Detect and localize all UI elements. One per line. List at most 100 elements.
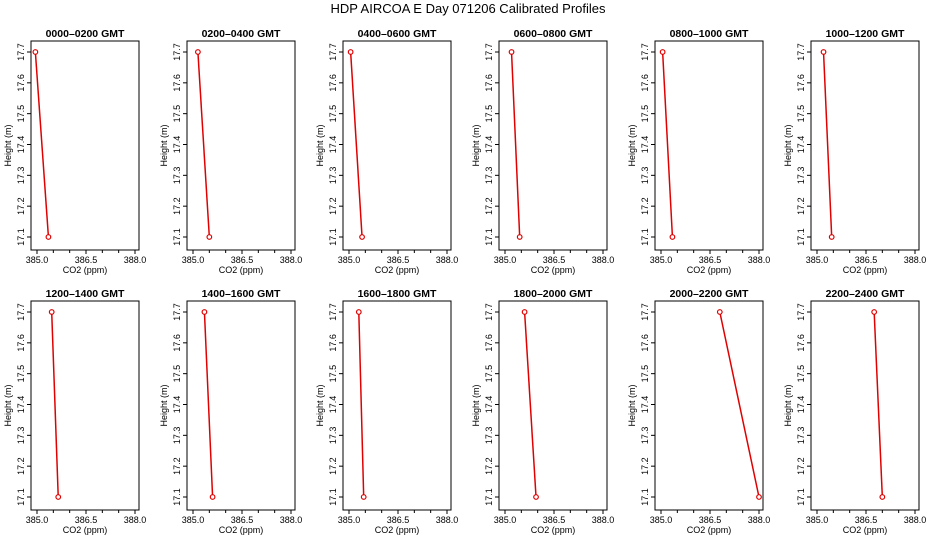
x-tick-label: 388.0 [592, 255, 615, 265]
profile-point [879, 494, 886, 500]
y-tick-label: 17.2 [796, 457, 806, 475]
plot-frame [498, 300, 608, 511]
x-tick-label: 388.0 [436, 515, 459, 525]
chart-panel: 0800–1000 GMT 17.1 17.2 17.3 17.4 17.5 17.6 17.… [627, 28, 770, 275]
profile-point [355, 309, 362, 315]
x-tick-label: 388.0 [904, 515, 927, 525]
profile-point [516, 234, 523, 240]
y-axis-label: Height (m) [627, 124, 637, 166]
y-tick-label: 17.5 [172, 105, 182, 123]
x-tick-label: 386.5 [387, 515, 410, 525]
x-axis-label: CO2 (ppm) [531, 265, 576, 275]
chart-panel: 1400–1600 GMT 17.1 17.2 17.3 17.4 17.5 17.6 17.… [159, 288, 302, 535]
y-tick-label: 17.7 [640, 43, 650, 61]
chart-panel: 1600–1800 GMT 17.1 17.2 17.3 17.4 17.5 17.6 17.… [315, 288, 458, 535]
x-tick-label: 385.0 [182, 515, 205, 525]
x-tick-label: 385.0 [26, 255, 49, 265]
x-axis-label: CO2 (ppm) [219, 265, 264, 275]
y-tick-label: 17.4 [796, 136, 806, 154]
y-tick-label: 17.6 [172, 74, 182, 92]
y-tick-label: 17.4 [640, 396, 650, 414]
y-tick-label: 17.7 [484, 303, 494, 321]
y-tick-label: 17.5 [640, 365, 650, 383]
x-tick-label: 388.0 [748, 255, 771, 265]
x-tick-label: 385.0 [806, 515, 829, 525]
profile-point [32, 49, 39, 55]
y-tick-label: 17.3 [484, 427, 494, 445]
plot-frame [30, 300, 140, 511]
y-tick-label: 17.4 [484, 136, 494, 154]
y-tick-label: 17.5 [484, 105, 494, 123]
y-tick-label: 17.3 [640, 167, 650, 185]
profile-line [349, 51, 363, 238]
x-tick-label: 388.0 [124, 255, 147, 265]
x-axis-label: CO2 (ppm) [375, 265, 420, 275]
panel-title: 1200–1400 GMT [46, 288, 125, 300]
x-tick-label: 386.5 [855, 255, 878, 265]
panel-title: 1400–1600 GMT [202, 288, 281, 300]
x-tick-label: 385.0 [650, 255, 673, 265]
y-tick-label: 17.5 [796, 365, 806, 383]
profile-line [719, 311, 760, 498]
x-axis-label: CO2 (ppm) [63, 525, 108, 535]
profile-point [521, 309, 528, 315]
profile-line [197, 51, 211, 238]
x-tick-label: 388.0 [124, 515, 147, 525]
chart-panel: 0600–0800 GMT 17.1 17.2 17.3 17.4 17.5 17.6 17.… [471, 28, 614, 275]
y-tick-label: 17.6 [328, 74, 338, 92]
y-tick-label: 17.3 [172, 427, 182, 445]
plot-frame [342, 300, 452, 511]
profile-point [201, 309, 208, 315]
y-tick-label: 17.1 [484, 228, 494, 246]
chart-panel: 0200–0400 GMT 17.1 17.2 17.3 17.4 17.5 17.6 17.… [159, 28, 302, 275]
y-tick-label: 17.4 [484, 396, 494, 414]
panel-title: 1800–2000 GMT [514, 288, 593, 300]
y-tick-label: 17.4 [172, 396, 182, 414]
profile-line [523, 311, 537, 498]
profile-line [203, 311, 214, 498]
y-tick-label: 17.1 [796, 228, 806, 246]
y-tick-label: 17.2 [16, 457, 26, 475]
profile-point [828, 234, 835, 240]
chart-panel: 0000–0200 GMT 17.1 17.2 17.3 17.4 17.5 17.6 17.… [3, 28, 146, 275]
y-tick-label: 17.4 [328, 396, 338, 414]
panel-title: 0000–0200 GMT [46, 28, 125, 40]
panel-title: 0800–1000 GMT [670, 28, 749, 40]
y-axis-label: Height (m) [159, 384, 169, 426]
y-tick-label: 17.3 [640, 427, 650, 445]
plot-frame [498, 40, 608, 251]
panel-title: 0400–0600 GMT [358, 28, 437, 40]
chart-panel: 0400–0600 GMT 17.1 17.2 17.3 17.4 17.5 17.6 17.… [315, 28, 458, 275]
x-tick-label: 386.5 [231, 255, 254, 265]
y-tick-label: 17.4 [16, 396, 26, 414]
plot-frame [186, 300, 296, 511]
y-tick-label: 17.2 [484, 197, 494, 215]
y-tick-label: 17.5 [328, 105, 338, 123]
x-tick-label: 385.0 [338, 515, 361, 525]
profile-point [716, 309, 723, 315]
y-tick-label: 17.6 [796, 74, 806, 92]
profile-point [206, 234, 213, 240]
profile-line [822, 51, 833, 238]
x-axis-label: CO2 (ppm) [219, 525, 264, 535]
y-tick-label: 17.7 [16, 43, 26, 61]
x-tick-label: 388.0 [904, 255, 927, 265]
panel-title: 1000–1200 GMT [826, 28, 905, 40]
plot-frame [186, 40, 296, 251]
y-tick-label: 17.5 [16, 105, 26, 123]
x-tick-label: 386.5 [75, 255, 98, 265]
x-axis-label: CO2 (ppm) [843, 265, 888, 275]
panel-title: 0200–0400 GMT [202, 28, 281, 40]
y-tick-label: 17.5 [640, 105, 650, 123]
profile-point [360, 494, 367, 500]
y-tick-label: 17.7 [796, 303, 806, 321]
y-tick-label: 17.2 [172, 457, 182, 475]
profile-point [756, 494, 762, 500]
x-tick-label: 388.0 [748, 515, 771, 525]
y-tick-label: 17.3 [328, 427, 338, 445]
panel-title: 0600–0800 GMT [514, 28, 593, 40]
x-tick-label: 386.5 [543, 515, 566, 525]
x-tick-label: 388.0 [592, 515, 615, 525]
profile-point [347, 49, 354, 55]
